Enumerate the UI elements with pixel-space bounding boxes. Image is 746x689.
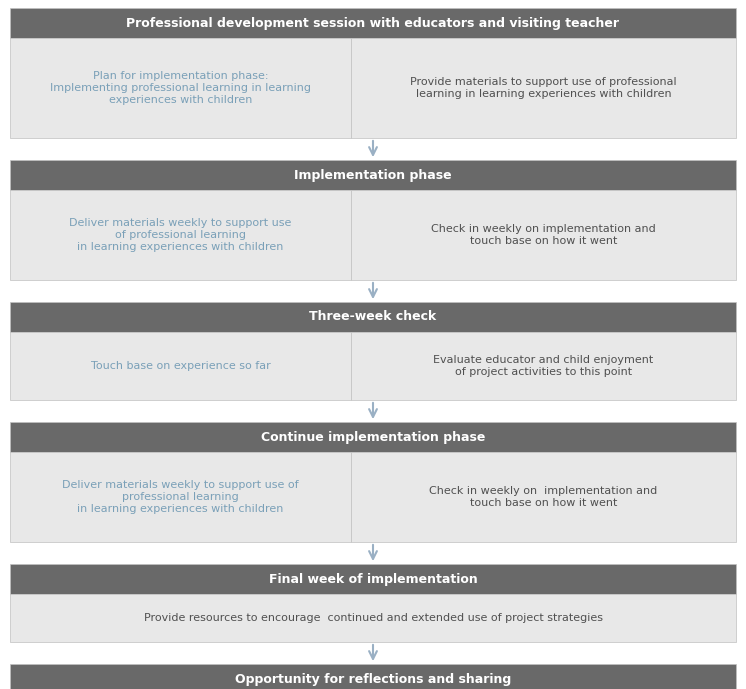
Text: Three-week check: Three-week check — [310, 311, 436, 324]
Text: Final week of implementation: Final week of implementation — [269, 573, 477, 586]
Text: Professional development session with educators and visiting teacher: Professional development session with ed… — [127, 17, 619, 30]
Bar — [10, 594, 736, 642]
Bar — [351, 190, 736, 280]
Text: Evaluate educator and child enjoyment
of project activities to this point: Evaluate educator and child enjoyment of… — [433, 356, 653, 377]
Text: Deliver materials weekly to support use
of professional learning
in learning exp: Deliver materials weekly to support use … — [69, 218, 292, 251]
Bar — [10, 422, 736, 452]
Text: Touch base on experience so far: Touch base on experience so far — [91, 361, 271, 371]
Bar — [351, 38, 736, 138]
Text: Implementation phase: Implementation phase — [294, 169, 452, 181]
Text: Deliver materials weekly to support use of
professional learning
in learning exp: Deliver materials weekly to support use … — [63, 480, 299, 513]
Bar — [10, 452, 351, 542]
Text: Check in weekly on  implementation and
touch base on how it went: Check in weekly on implementation and to… — [430, 486, 658, 508]
Bar — [10, 664, 736, 689]
Text: Provide resources to encourage  continued and extended use of project strategies: Provide resources to encourage continued… — [143, 613, 603, 623]
Bar — [10, 38, 351, 138]
Bar — [10, 332, 351, 400]
Bar — [10, 190, 351, 280]
Text: Provide materials to support use of professional
learning in learning experience: Provide materials to support use of prof… — [410, 77, 677, 99]
Bar — [351, 332, 736, 400]
Bar — [351, 452, 736, 542]
Text: Continue implementation phase: Continue implementation phase — [261, 431, 485, 444]
Text: Plan for implementation phase:
Implementing professional learning in learning
ex: Plan for implementation phase: Implement… — [50, 72, 311, 105]
Bar — [10, 564, 736, 594]
Bar — [10, 8, 736, 38]
Text: Check in weekly on implementation and
touch base on how it went: Check in weekly on implementation and to… — [431, 224, 656, 246]
Text: Opportunity for reflections and sharing: Opportunity for reflections and sharing — [235, 672, 511, 686]
Bar — [10, 302, 736, 332]
Bar — [10, 160, 736, 190]
